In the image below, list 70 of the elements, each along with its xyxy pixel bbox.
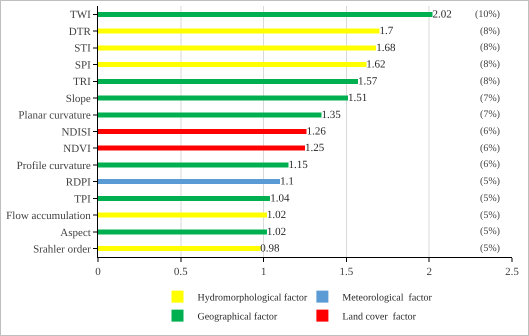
data-label: 0.98 <box>260 242 280 255</box>
y-tick-label: Slope <box>66 92 91 105</box>
data-label: 1.25 <box>305 142 325 154</box>
x-tick-label: 2 <box>426 266 432 278</box>
bar <box>98 179 280 184</box>
annotation: (8%) <box>480 59 500 70</box>
bar <box>98 78 358 84</box>
annotation: (5%) <box>480 176 500 187</box>
annotation: (10%) <box>475 9 500 20</box>
annotation: (5%) <box>480 193 500 204</box>
bar <box>98 96 348 101</box>
data-label: 1.57 <box>358 75 378 88</box>
data-label: 1.04 <box>270 192 290 204</box>
y-tick-label: NDISI <box>61 126 92 138</box>
data-label: 1.51 <box>348 92 368 104</box>
x-tick-label: 0 <box>95 266 102 278</box>
y-tick-label: Planar curvature <box>18 110 91 122</box>
bar <box>98 196 270 201</box>
data-label: 1.02 <box>266 226 286 238</box>
bar <box>98 28 380 34</box>
y-tick-label: Aspect <box>60 226 91 239</box>
data-label: 1.7 <box>380 25 394 38</box>
legend-label: Meteorological factor <box>342 292 432 304</box>
annotation: (7%) <box>480 109 500 120</box>
y-tick-label: Flow accumulation <box>6 210 92 222</box>
annotation: (6%) <box>480 143 500 154</box>
annotation: (5%) <box>480 226 500 237</box>
bar <box>98 45 376 50</box>
annotation: (5%) <box>480 210 500 221</box>
bar <box>98 246 260 252</box>
legend-label: Geographical factor <box>198 312 278 322</box>
bar <box>98 212 267 218</box>
y-tick-label: TWI <box>70 9 92 22</box>
y-tick-label: Profile curvature <box>16 160 91 172</box>
data-label: 1.26 <box>306 126 326 138</box>
data-label: 1.62 <box>366 58 386 71</box>
bar <box>98 162 288 168</box>
y-tick-label: NDVI <box>63 143 92 156</box>
annotation: (6%) <box>480 159 500 170</box>
legend-label: Hydromorphological factor <box>198 292 308 304</box>
legend-label: Land cover factor <box>342 312 417 322</box>
data-label: 1.35 <box>322 108 342 121</box>
data-label: 1.02 <box>266 209 286 222</box>
annotation: (5%) <box>480 243 500 254</box>
bar <box>98 146 305 151</box>
x-tick-label: 0.5 <box>174 266 188 278</box>
bar <box>98 12 433 17</box>
data-label: 1.1 <box>280 176 294 188</box>
y-tick-label: Srahler order <box>33 243 92 256</box>
x-tick-label: 2.5 <box>505 266 520 278</box>
bar <box>98 128 307 134</box>
x-tick-label: 1 <box>260 266 266 278</box>
annotation: (6%) <box>480 126 500 137</box>
x-tick-label: 1.5 <box>340 266 354 278</box>
data-label: 1.68 <box>376 42 396 54</box>
y-tick-label: RDPI <box>66 176 92 189</box>
data-label: 1.15 <box>288 158 308 171</box>
bar <box>98 62 366 68</box>
y-tick-label: TPI <box>74 193 92 206</box>
y-tick-label: TRI <box>73 76 92 88</box>
y-tick-label: DTR <box>68 26 92 38</box>
bar <box>98 112 322 118</box>
annotation: (8%) <box>480 42 500 53</box>
y-tick-label: SPI <box>74 59 92 72</box>
annotation: (7%) <box>480 93 500 104</box>
y-tick-label: STI <box>74 42 92 55</box>
bar <box>98 229 267 234</box>
annotation: (8%) <box>480 26 500 37</box>
data-label: 2.02 <box>432 8 452 20</box>
annotation: (8%) <box>480 76 500 87</box>
